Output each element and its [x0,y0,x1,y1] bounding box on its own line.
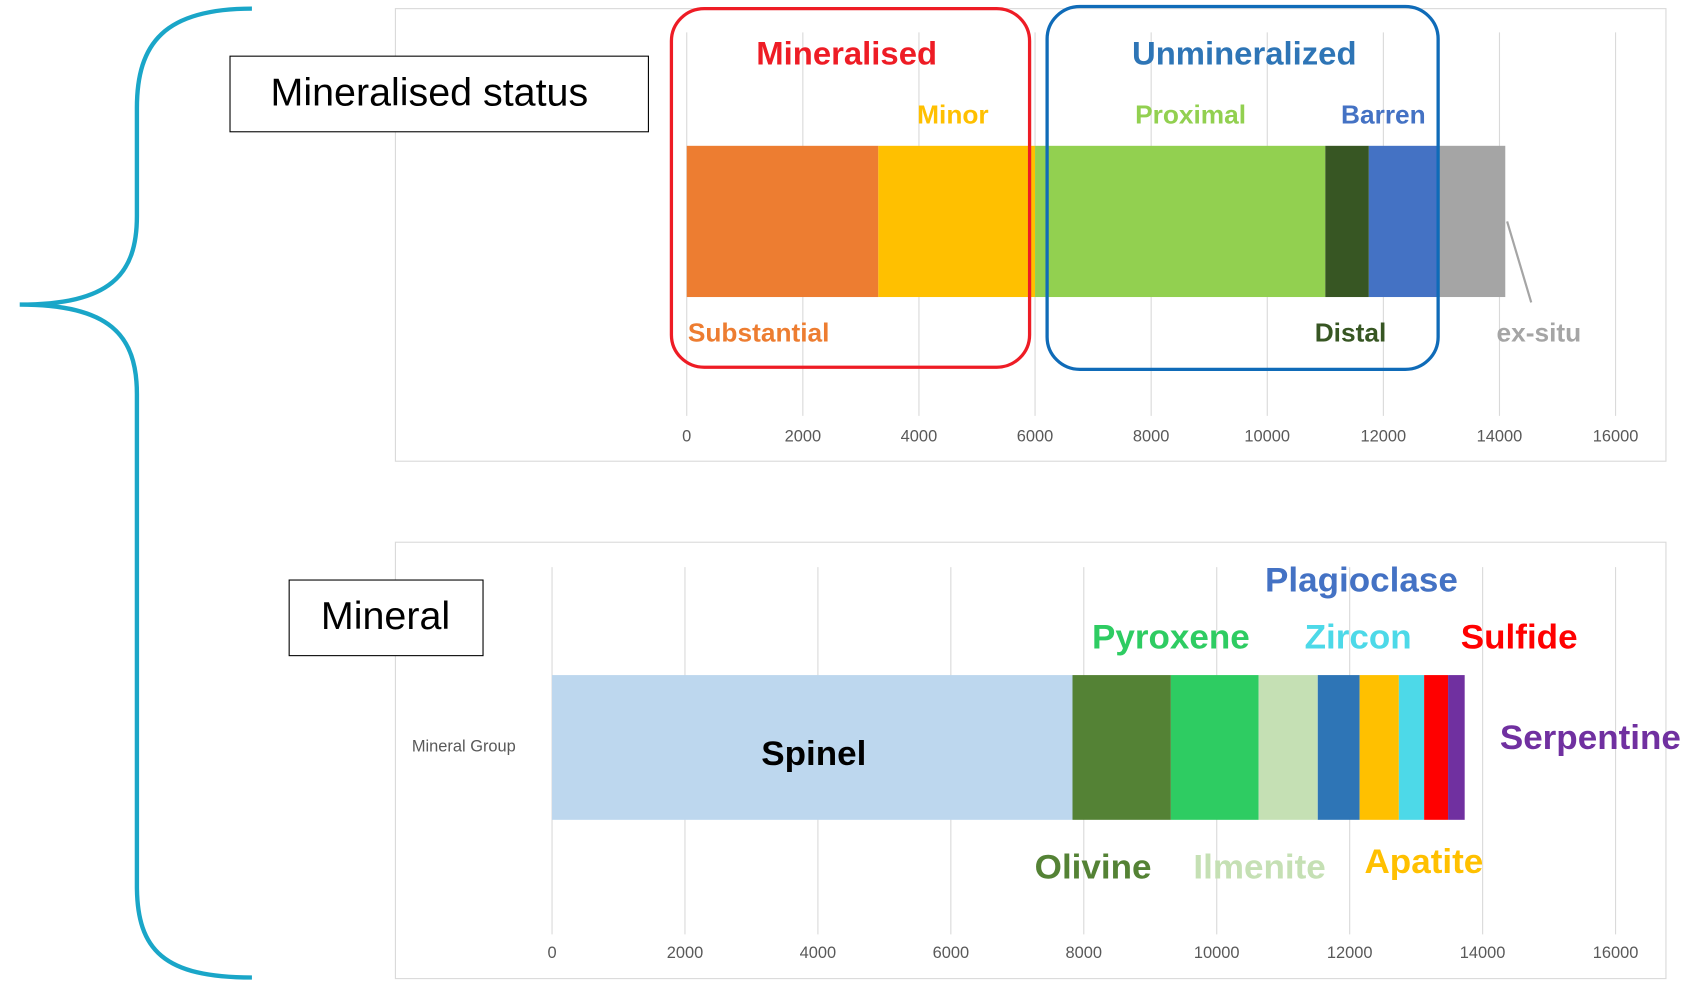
bar-segment [1438,145,1506,298]
bar-segment [1170,675,1259,820]
charts: 0 2000 4000 6000 8000 10000 12000 14000 16000 Sub… [412,32,1681,962]
legend-label: Barren [1341,100,1426,130]
legend-label: Minor [917,100,989,130]
title-box [288,579,484,657]
legend-label: Ilmenite [1193,848,1325,887]
group-label: Unmineralized [1132,35,1357,72]
x-tick-label: 14000 [1460,944,1506,962]
bar-segment [1317,675,1360,820]
bar-segment [552,675,1073,820]
chart-title: Mineral [321,595,450,638]
x-tick-label: 2000 [667,944,704,962]
legend-label: Serpentine [1500,718,1681,757]
legend-label: Distal [1315,318,1387,348]
x-tick-label: 0 [682,428,691,446]
legend-label: Plagioclase [1265,561,1458,600]
legend-label: Spinel [761,734,866,773]
x-tick-label: 16000 [1593,944,1639,962]
x-tick-label: 12000 [1361,428,1407,446]
legend-label: Zircon [1305,618,1412,657]
chart-title: Mineralised status [271,72,589,115]
y-tick-label: Mineral Group [412,738,516,756]
legend-label: Olivine [1035,848,1152,887]
bar-segment [1072,675,1171,820]
bar-segment [1035,145,1326,298]
legend-label: Sulfide [1461,618,1578,657]
bar-segment [1258,675,1318,820]
x-tick-label: 10000 [1194,944,1240,962]
x-tick-label: 16000 [1593,428,1639,446]
x-tick-label: 14000 [1477,428,1523,446]
x-tick-label: 4000 [901,428,938,446]
x-tick-label: 8000 [1133,428,1170,446]
legend-label: Substantial [688,318,830,348]
bar-segment [1325,145,1369,298]
bar-segment [1359,675,1399,820]
leader-line [1506,221,1533,303]
bar-segment [686,145,879,298]
x-tick-label: 10000 [1244,428,1290,446]
group-label: Mineralised [756,35,937,72]
group-box [1045,4,1440,372]
x-tick-label: 6000 [933,944,970,962]
x-tick-label: 4000 [800,944,837,962]
x-tick-label: 2000 [785,428,822,446]
x-tick-label: 0 [547,944,556,962]
bar-segment [878,145,1036,298]
brace [19,6,252,980]
x-tick-label: 12000 [1327,944,1373,962]
bar-segment [1424,675,1449,820]
legend-label: Apatite [1365,842,1484,881]
bar-segment [1398,675,1425,820]
legend-label: ex-situ [1497,318,1582,348]
legend-label: Proximal [1135,100,1246,130]
x-tick-label: 8000 [1066,944,1103,962]
group-box [669,7,1032,369]
legend-label: Pyroxene [1092,618,1250,657]
bar-segment [1448,675,1465,820]
bar-segment [1368,145,1439,298]
x-tick-label: 6000 [1017,428,1054,446]
title-box [229,55,649,133]
